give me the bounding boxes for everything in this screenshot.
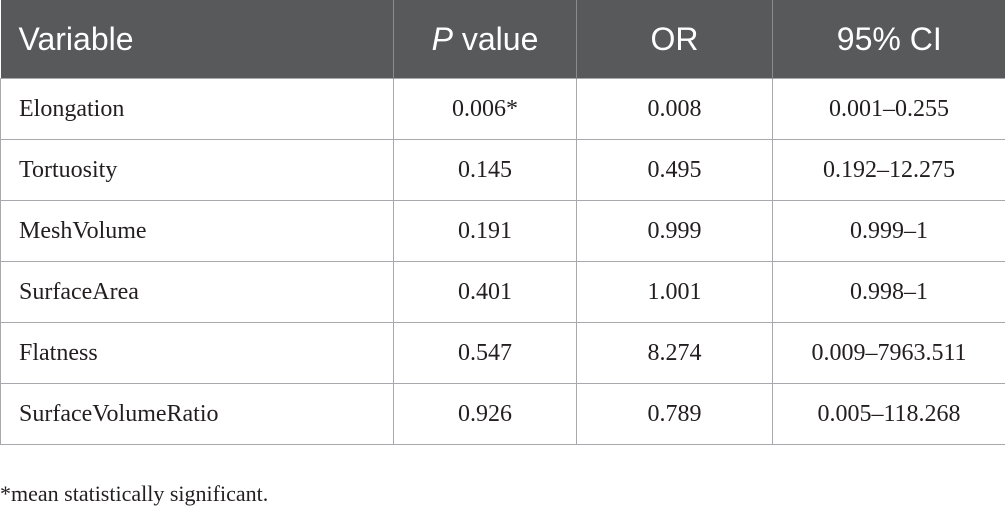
cell-variable: Tortuosity — [0, 139, 394, 201]
cell-or: 8.274 — [576, 322, 773, 384]
header-row: Variable P value OR 95% CI — [0, 0, 1005, 79]
cell-ci: 0.998–1 — [772, 261, 1005, 323]
cell-or: 0.999 — [576, 200, 773, 262]
cell-ci: 0.001–0.255 — [772, 78, 1005, 140]
table-body: Elongation 0.006* 0.008 0.001–0.255 Tort… — [0, 78, 1005, 445]
table-footnote: *mean statistically significant. — [0, 481, 269, 506]
cell-or: 0.789 — [576, 383, 773, 445]
cell-variable: Flatness — [0, 322, 394, 384]
table-header: Variable P value OR 95% CI — [0, 0, 1005, 79]
header-variable: Variable — [0, 0, 394, 79]
cell-variable: Elongation — [0, 78, 394, 140]
cell-ci: 0.005–118.268 — [772, 383, 1005, 445]
cell-p-value: 0.006* — [393, 78, 577, 140]
cell-p-value: 0.191 — [393, 200, 577, 262]
header-p-rest: value — [452, 20, 539, 57]
cell-p-value: 0.926 — [393, 383, 577, 445]
cell-p-value: 0.547 — [393, 322, 577, 384]
header-or: OR — [576, 0, 773, 79]
header-ci: 95% CI — [772, 0, 1005, 79]
cell-or: 1.001 — [576, 261, 773, 323]
cell-or: 0.008 — [576, 78, 773, 140]
cell-or: 0.495 — [576, 139, 773, 201]
header-p-italic: P — [431, 20, 453, 57]
cell-p-value: 0.401 — [393, 261, 577, 323]
cell-variable: SurfaceVolumeRatio — [0, 383, 394, 445]
cell-p-value: 0.145 — [393, 139, 577, 201]
table-row: MeshVolume 0.191 0.999 0.999–1 — [0, 200, 1005, 262]
cell-ci: 0.009–7963.511 — [772, 322, 1005, 384]
cell-ci: 0.999–1 — [772, 200, 1005, 262]
header-p-value: P value — [393, 0, 577, 79]
table-row: Tortuosity 0.145 0.495 0.192–12.275 — [0, 139, 1005, 201]
table-row: SurfaceVolumeRatio 0.926 0.789 0.005–118… — [0, 383, 1005, 445]
cell-variable: MeshVolume — [0, 200, 394, 262]
results-table: Variable P value OR 95% CI Elongation 0.… — [0, 0, 1005, 445]
cell-ci: 0.192–12.275 — [772, 139, 1005, 201]
cell-variable: SurfaceArea — [0, 261, 394, 323]
table-row: Flatness 0.547 8.274 0.009–7963.511 — [0, 322, 1005, 384]
table-row: Elongation 0.006* 0.008 0.001–0.255 — [0, 78, 1005, 140]
table-row: SurfaceArea 0.401 1.001 0.998–1 — [0, 261, 1005, 323]
